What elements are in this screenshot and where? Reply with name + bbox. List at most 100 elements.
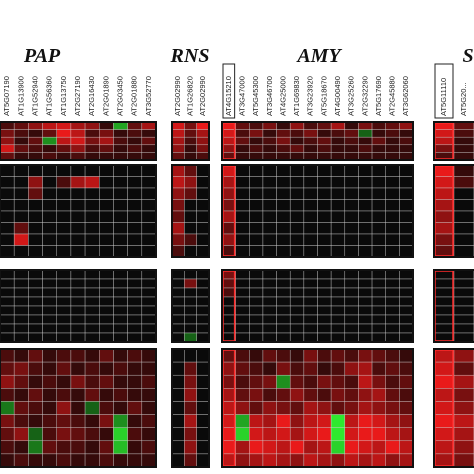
heatmap-cell [113, 278, 128, 289]
heatmap-cell [235, 427, 250, 442]
heatmap-cell [303, 453, 318, 468]
heatmap-cell [196, 199, 210, 212]
heatmap-cell [221, 348, 236, 363]
heatmap-cell [289, 374, 305, 389]
heatmap-cell [371, 129, 386, 138]
heatmap-cell [262, 388, 277, 402]
gene-label: AT2G03450 [116, 76, 125, 116]
heatmap-cell [249, 245, 264, 258]
gene-label: AT5G20... [459, 82, 468, 116]
heatmap-cell [42, 164, 57, 177]
heatmap-cell [433, 176, 455, 189]
heatmap-cell [28, 121, 43, 130]
heatmap-cell [113, 388, 128, 402]
heatmap-cell [28, 323, 43, 334]
heatmap-cell [113, 199, 128, 212]
heatmap-cell [344, 210, 359, 223]
heatmap-cell [453, 245, 474, 258]
heatmap-cell [358, 453, 373, 468]
heatmap-cell [276, 332, 291, 343]
heatmap-cell [196, 210, 210, 223]
heatmap-cell [371, 199, 386, 212]
heatmap-cell [303, 176, 318, 189]
heatmap-cell [303, 348, 318, 363]
heatmap-cell [276, 176, 291, 189]
heatmap-cell [371, 233, 386, 246]
heatmap-cell [221, 374, 236, 389]
heatmap-cell [358, 152, 373, 161]
heatmap-cell [56, 374, 72, 389]
heatmap-cell [171, 440, 185, 455]
heatmap-cell [28, 136, 43, 146]
heatmap-cell [0, 305, 15, 316]
heatmap-cell [196, 222, 210, 235]
heatmap-cell [0, 401, 15, 415]
heatmap-cell [289, 323, 305, 334]
heatmap-cell [127, 152, 143, 161]
heatmap-cell [262, 245, 277, 258]
heatmap-cell [433, 314, 455, 325]
heatmap-cell [56, 314, 72, 325]
heatmap-cell [399, 129, 414, 138]
heatmap-cell [221, 401, 236, 415]
heatmap-cell [385, 440, 400, 455]
heatmap-cell [235, 348, 250, 363]
heatmap-cell [221, 427, 236, 442]
block-frame [0, 269, 157, 343]
heatmap-cell [13, 401, 29, 415]
heatmap-cell [42, 187, 57, 200]
heatmap-cell [221, 440, 236, 455]
block-frame [171, 121, 210, 161]
heatmap-cell [56, 323, 72, 334]
heatmap-cell [221, 136, 236, 146]
heatmap-cell [399, 121, 414, 130]
heatmap-cell [171, 278, 185, 289]
heatmap-cell [184, 121, 197, 130]
heatmap-cell [171, 164, 185, 177]
heatmap-cell [13, 278, 29, 289]
heatmap-cell [141, 427, 157, 442]
heatmap-cell [113, 361, 128, 376]
heatmap-cell [56, 144, 72, 153]
heatmap-cell [171, 269, 185, 280]
heatmap-cell [28, 187, 43, 200]
heatmap-cell [433, 144, 455, 153]
heatmap-cell [289, 233, 305, 246]
heatmap-cell [196, 296, 210, 307]
heatmap-cell [171, 199, 185, 212]
heatmap-cell [141, 287, 157, 298]
heatmap-cell [141, 401, 157, 415]
heatmap-cell [171, 287, 185, 298]
heatmap-cell [330, 152, 346, 161]
heatmap-cell [276, 199, 291, 212]
heatmap-cell [70, 129, 86, 138]
heatmap-cell [70, 199, 86, 212]
heatmap-cell [84, 199, 100, 212]
heatmap-cell [127, 314, 143, 325]
heatmap-cell [289, 222, 305, 235]
heatmap-cell [453, 129, 474, 138]
heatmap-cell [330, 176, 346, 189]
heatmap-cell [344, 278, 359, 289]
heatmap-cell [433, 305, 455, 316]
heatmap-cell [196, 374, 210, 389]
heatmap-cell [56, 121, 72, 130]
heatmap-cell [303, 332, 318, 343]
heatmap-cell [0, 323, 15, 334]
heatmap-cell [399, 187, 414, 200]
heatmap-cell [196, 427, 210, 442]
heatmap-cell [84, 427, 100, 442]
heatmap-cell [289, 129, 305, 138]
gene-label: AT1G26820 [186, 76, 195, 116]
heatmap-cell [276, 164, 291, 177]
heatmap-cell [303, 440, 318, 455]
heatmap-cell [0, 361, 15, 376]
heatmap-cell [141, 152, 157, 161]
block-frame [171, 348, 210, 468]
heatmap-cell [262, 361, 277, 376]
heatmap-cell [289, 314, 305, 325]
heatmap-cell [276, 314, 291, 325]
heatmap-cell [70, 374, 86, 389]
heatmap-cell [276, 187, 291, 200]
heatmap-cell [141, 296, 157, 307]
